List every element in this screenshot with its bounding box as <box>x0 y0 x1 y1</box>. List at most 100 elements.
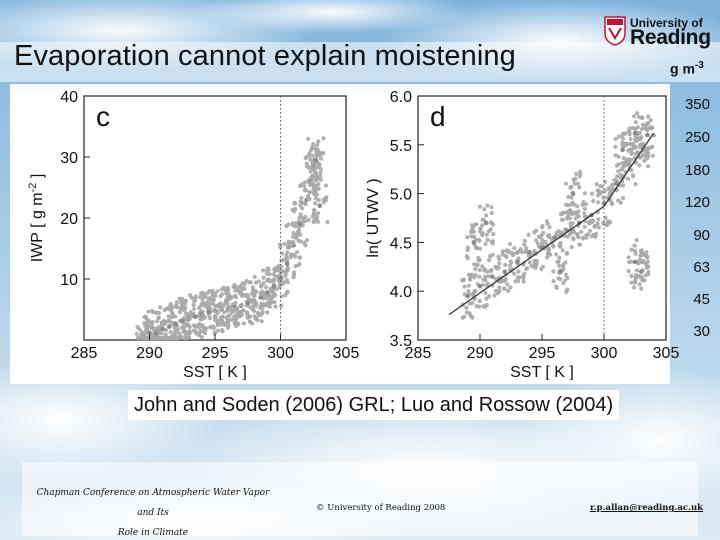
panel-d-scatter-point <box>566 194 571 199</box>
panel-c-y-axis-label-end: ] <box>29 174 46 183</box>
panel-d-scatter-point <box>582 206 588 211</box>
panel-c-scatter-point <box>271 278 276 283</box>
panel-d-scatter-point <box>512 271 517 276</box>
panel-c-scatter-point <box>244 278 249 284</box>
panel-d-scatter-point <box>526 232 531 237</box>
slide-title: Evaporation cannot explain moistening <box>14 40 516 72</box>
panel-d-scatter-point <box>558 212 564 217</box>
panel-c-scatter-point <box>259 284 264 289</box>
panel-d-scatter-point <box>637 282 642 287</box>
panel-d-scatter-point <box>641 141 646 146</box>
panel-c-scatter-point <box>238 284 243 289</box>
footer-email[interactable]: r.p.allan@reading.ac.uk <box>590 503 704 513</box>
panel-d-y-tick-label: 6.0 <box>390 89 412 106</box>
panel-d-scatter-point <box>516 269 521 274</box>
panel-d-scatter-point <box>577 242 582 247</box>
panel-c-data-point <box>166 324 172 329</box>
panel-c-scatter-point <box>166 335 171 341</box>
panel-d-panel-label: d <box>430 101 446 132</box>
panel-c-scatter-point <box>314 165 319 170</box>
panel-d-scatter-point <box>540 224 545 229</box>
panel-d-scatter-point <box>638 145 643 150</box>
panel-c-scatter-point <box>273 274 278 279</box>
panel-d-scatter-point <box>632 285 637 290</box>
panel-d-scatter-point <box>469 234 474 239</box>
panel-c-scatter-point <box>303 155 308 161</box>
panel-d-scatter-point <box>577 169 583 174</box>
panel-d-scatter-point <box>565 287 570 292</box>
panel-c-scatter-point <box>302 188 307 193</box>
panel-d-scatter-point <box>485 237 490 242</box>
panel-c-scatter-point <box>285 250 290 255</box>
panel-d-scatter-point <box>580 236 586 241</box>
panel-c-scatter-point <box>179 300 184 305</box>
panel-d-scatter-point <box>563 272 568 277</box>
panel-d-scatter-point <box>643 123 648 128</box>
panel-d-scatter-point <box>634 238 639 243</box>
panel-d-scatter-point <box>570 221 575 226</box>
panel-d-scatter-point <box>474 304 479 309</box>
panel-c-scatter-point <box>284 277 289 283</box>
panel-d-scatter-point <box>480 231 485 236</box>
panel-d-scatter-point <box>477 274 482 279</box>
panel-c-scatter-point <box>316 211 321 216</box>
panel-d-scatter-point <box>576 209 581 214</box>
panel-d-scatter-point <box>551 279 556 284</box>
panel-c-scatter-point <box>260 306 265 311</box>
panel-d-scatter-point <box>483 290 488 296</box>
panel-c-data-point <box>160 326 165 332</box>
panel-c-scatter-point <box>214 308 220 313</box>
panel-d-data-point <box>527 249 532 255</box>
panel-d-y-tick-label: 5.0 <box>390 187 412 204</box>
panel-c-scatter-point <box>281 280 286 285</box>
panel-d-scatter-point <box>565 210 570 215</box>
panel-d-scatter-point <box>622 141 628 146</box>
panel-c-scatter-point <box>293 221 298 226</box>
panel-d-scatter-point <box>485 269 490 274</box>
panel-c-scatter-point <box>235 321 241 326</box>
panel-d-scatter-point <box>504 254 509 260</box>
panel-c-scatter-point <box>146 324 151 329</box>
panel-d-scatter-point <box>568 185 573 190</box>
panel-d-scatter-point <box>477 238 482 243</box>
panel-c-scatter-point <box>201 294 206 299</box>
panel-d-scatter-point <box>637 131 642 136</box>
panel-d-scatter-point <box>480 264 485 269</box>
panel-d-scatter-point <box>634 268 640 273</box>
panel-d-scatter-point <box>524 246 529 251</box>
panel-c-scatter-point <box>261 268 266 273</box>
panel-d-scatter-point <box>472 289 477 294</box>
panel-c-scatter-point <box>233 288 238 293</box>
panel-c-scatter-point <box>245 310 250 315</box>
panel-d-scatter-point <box>496 254 501 259</box>
panel-d-scatter-point <box>602 188 608 193</box>
panel-d-scatter-point <box>633 280 638 285</box>
panel-d-scatter-point <box>638 137 643 142</box>
panel-c-data-point <box>265 290 270 295</box>
panel-d-scatter-point <box>499 279 504 284</box>
panel-d-scatter-point <box>487 294 492 299</box>
panel-d-scatter-point <box>547 225 552 230</box>
panel-c-scatter-point <box>182 328 187 333</box>
scale-value: 120 <box>684 194 710 211</box>
panel-d-scatter-point <box>629 280 634 285</box>
panel-c-scatter-point <box>221 285 226 290</box>
panel-d-scatter-point <box>473 272 478 277</box>
panel-c-scatter-point <box>218 294 223 299</box>
panel-d-scatter-point <box>616 198 621 203</box>
panel-d-scatter-point <box>604 223 609 228</box>
panel-d-scatter-point <box>626 129 631 134</box>
panel-d-scatter-point <box>613 153 618 158</box>
panel-d-scatter-point <box>613 136 618 142</box>
panel-c-scatter-point <box>299 195 304 200</box>
panel-c-scatter-point <box>166 307 171 312</box>
panel-d-scatter-point <box>630 125 635 131</box>
panel-d-scatter-point <box>482 207 487 212</box>
panel-d-scatter-point <box>534 258 540 264</box>
panel-d-scatter-point <box>635 149 640 155</box>
panel-c-scatter-point <box>201 291 206 296</box>
panel-c-scatter-point <box>305 164 310 169</box>
panel-c-scatter-point <box>297 261 302 266</box>
panel-c-scatter-point <box>318 156 323 161</box>
panel-c-scatter-point <box>280 257 286 263</box>
